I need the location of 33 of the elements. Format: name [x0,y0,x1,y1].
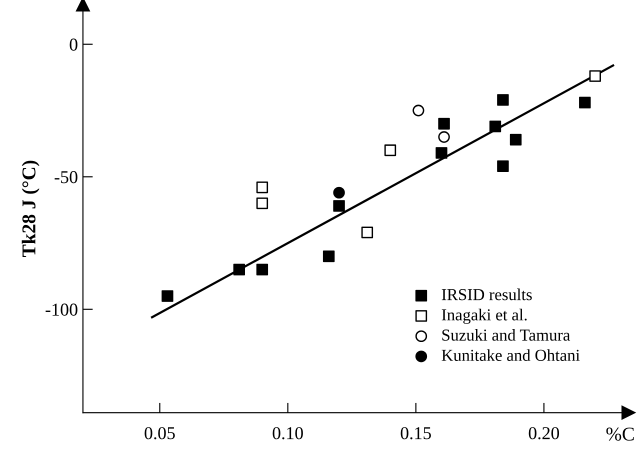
point [497,94,509,106]
point [256,197,268,210]
point [322,250,335,262]
legend-label: Kunitake and Ohtani [442,349,580,361]
x-tick-label: 0.15 [400,427,431,440]
point [438,118,450,130]
x-axis-title: %C [606,428,634,441]
y-tick-label: -100 [46,304,78,316]
point [412,104,424,116]
x-tick-label: 0.10 [272,427,303,440]
y-axis-title: Tk28 J (°C) [22,160,40,258]
point [384,144,396,156]
point [361,226,374,238]
point [589,70,601,82]
point [579,96,591,108]
legend-label: Inagaki et al. [442,308,527,324]
legend-label: Suzuki and Tamura [442,329,570,341]
point [162,290,174,302]
point [256,264,268,276]
x-tick-label: 0.20 [528,427,560,440]
point [333,186,345,199]
point [489,120,502,132]
point [497,160,509,172]
point [233,264,246,276]
point [256,182,268,194]
point [436,147,448,159]
point [333,200,345,212]
point [510,134,522,146]
x-tick-label: 0.05 [144,427,175,440]
point [438,131,450,143]
y-tick-label: 0 [70,38,78,51]
legend-label: IRSID results [442,288,532,300]
y-tick-label: -50 [54,171,78,184]
